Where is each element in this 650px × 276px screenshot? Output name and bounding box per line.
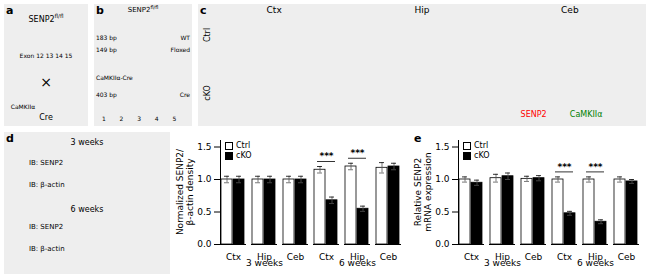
html-text:IB: β-actin: IB: β-actin xyxy=(28,180,65,189)
html-text:SENP2: SENP2 xyxy=(520,109,547,119)
html-text:c: c xyxy=(200,4,207,17)
svg-text:Hip: Hip xyxy=(588,252,603,262)
svg-text:1.5: 1.5 xyxy=(197,142,211,152)
svg-text:3 weeks: 3 weeks xyxy=(484,257,521,268)
svg-text:Ceb: Ceb xyxy=(380,252,398,262)
svg-text:Ceb: Ceb xyxy=(618,252,636,262)
svg-text:Ceb: Ceb xyxy=(287,252,305,262)
html-text:Exon 12 13 14 15: Exon 12 13 14 15 xyxy=(19,51,73,59)
svg-text:Ctx: Ctx xyxy=(464,252,480,262)
svg-text:***: *** xyxy=(319,151,333,161)
html-text:149 bp: 149 bp xyxy=(96,45,117,53)
html-text:Ctrl: Ctrl xyxy=(203,27,213,42)
html-text:cKO: cKO xyxy=(236,151,252,160)
html-text:Normalized SENP2/ β-actin dens: Normalized SENP2/ β-actin density xyxy=(174,148,195,236)
html-text:cKO: cKO xyxy=(474,151,490,160)
svg-text:Ctx: Ctx xyxy=(319,252,335,262)
html-text:CaMKIIα-Cre: CaMKIIα-Cre xyxy=(96,73,133,81)
html-text:d: d xyxy=(6,132,14,145)
svg-text:***: *** xyxy=(557,162,571,172)
html-text:IB: β-actin: IB: β-actin xyxy=(28,244,65,253)
svg-text:0.0: 0.0 xyxy=(197,239,212,249)
svg-text:0.0: 0.0 xyxy=(435,239,450,249)
html-text:403 bp: 403 bp xyxy=(96,90,117,98)
html-text:3 weeks: 3 weeks xyxy=(70,138,104,148)
html-text:4: 4 xyxy=(154,115,159,123)
html-text:IB: SENP2: IB: SENP2 xyxy=(28,159,64,168)
html-text:IB: SENP2: IB: SENP2 xyxy=(28,223,64,232)
svg-text:Ctx: Ctx xyxy=(226,252,242,262)
html-text:Ctrl: Ctrl xyxy=(236,141,251,150)
svg-text:1.0: 1.0 xyxy=(197,174,212,184)
svg-text:6 weeks: 6 weeks xyxy=(577,257,614,268)
html-text:WT: WT xyxy=(180,33,190,41)
svg-text:1.0: 1.0 xyxy=(435,174,450,184)
svg-text:***: *** xyxy=(588,162,602,172)
html-text:e: e xyxy=(414,132,422,145)
html-text:Floxed: Floxed xyxy=(170,45,190,53)
html-text:SENP2fl/fl: SENP2fl/fl xyxy=(28,12,64,24)
svg-text:0.5: 0.5 xyxy=(197,207,211,217)
svg-text:3 weeks: 3 weeks xyxy=(246,257,283,268)
html-text:2: 2 xyxy=(119,115,124,123)
svg-text:Ctx: Ctx xyxy=(557,252,573,262)
svg-text:Ceb: Ceb xyxy=(525,252,543,262)
html-text:SENP2fl/fl: SENP2fl/fl xyxy=(127,4,159,15)
svg-text:6 weeks: 6 weeks xyxy=(339,257,376,268)
html-text:6 weeks: 6 weeks xyxy=(70,204,104,214)
html-text:Ctrl: Ctrl xyxy=(474,141,489,150)
html-text:b: b xyxy=(96,4,104,17)
html-text:1: 1 xyxy=(101,115,106,123)
html-text:Hip: Hip xyxy=(414,5,430,16)
html-text:Ceb: Ceb xyxy=(561,5,579,16)
svg-text:1.5: 1.5 xyxy=(435,142,449,152)
svg-text:***: *** xyxy=(350,148,364,158)
svg-text:Hip: Hip xyxy=(495,252,510,262)
html-text:Cre: Cre xyxy=(179,90,190,98)
html-text:Ctx: Ctx xyxy=(266,5,282,16)
html-text:Cre: Cre xyxy=(39,112,53,122)
svg-text:0.5: 0.5 xyxy=(435,207,449,217)
html-text:a: a xyxy=(6,4,14,17)
html-text:Relative SENP2 mRNA expression: Relative SENP2 mRNA expression xyxy=(412,152,433,232)
html-text:183 bp: 183 bp xyxy=(96,33,117,41)
html-text:cKO: cKO xyxy=(203,85,213,101)
html-text:CaMKIIα: CaMKIIα xyxy=(569,109,603,119)
html-text:3: 3 xyxy=(137,115,141,123)
html-text:CaMKIIα: CaMKIIα xyxy=(10,103,36,110)
html-text:5: 5 xyxy=(172,115,177,123)
svg-text:Hip: Hip xyxy=(350,252,365,262)
svg-text:Hip: Hip xyxy=(257,252,272,262)
